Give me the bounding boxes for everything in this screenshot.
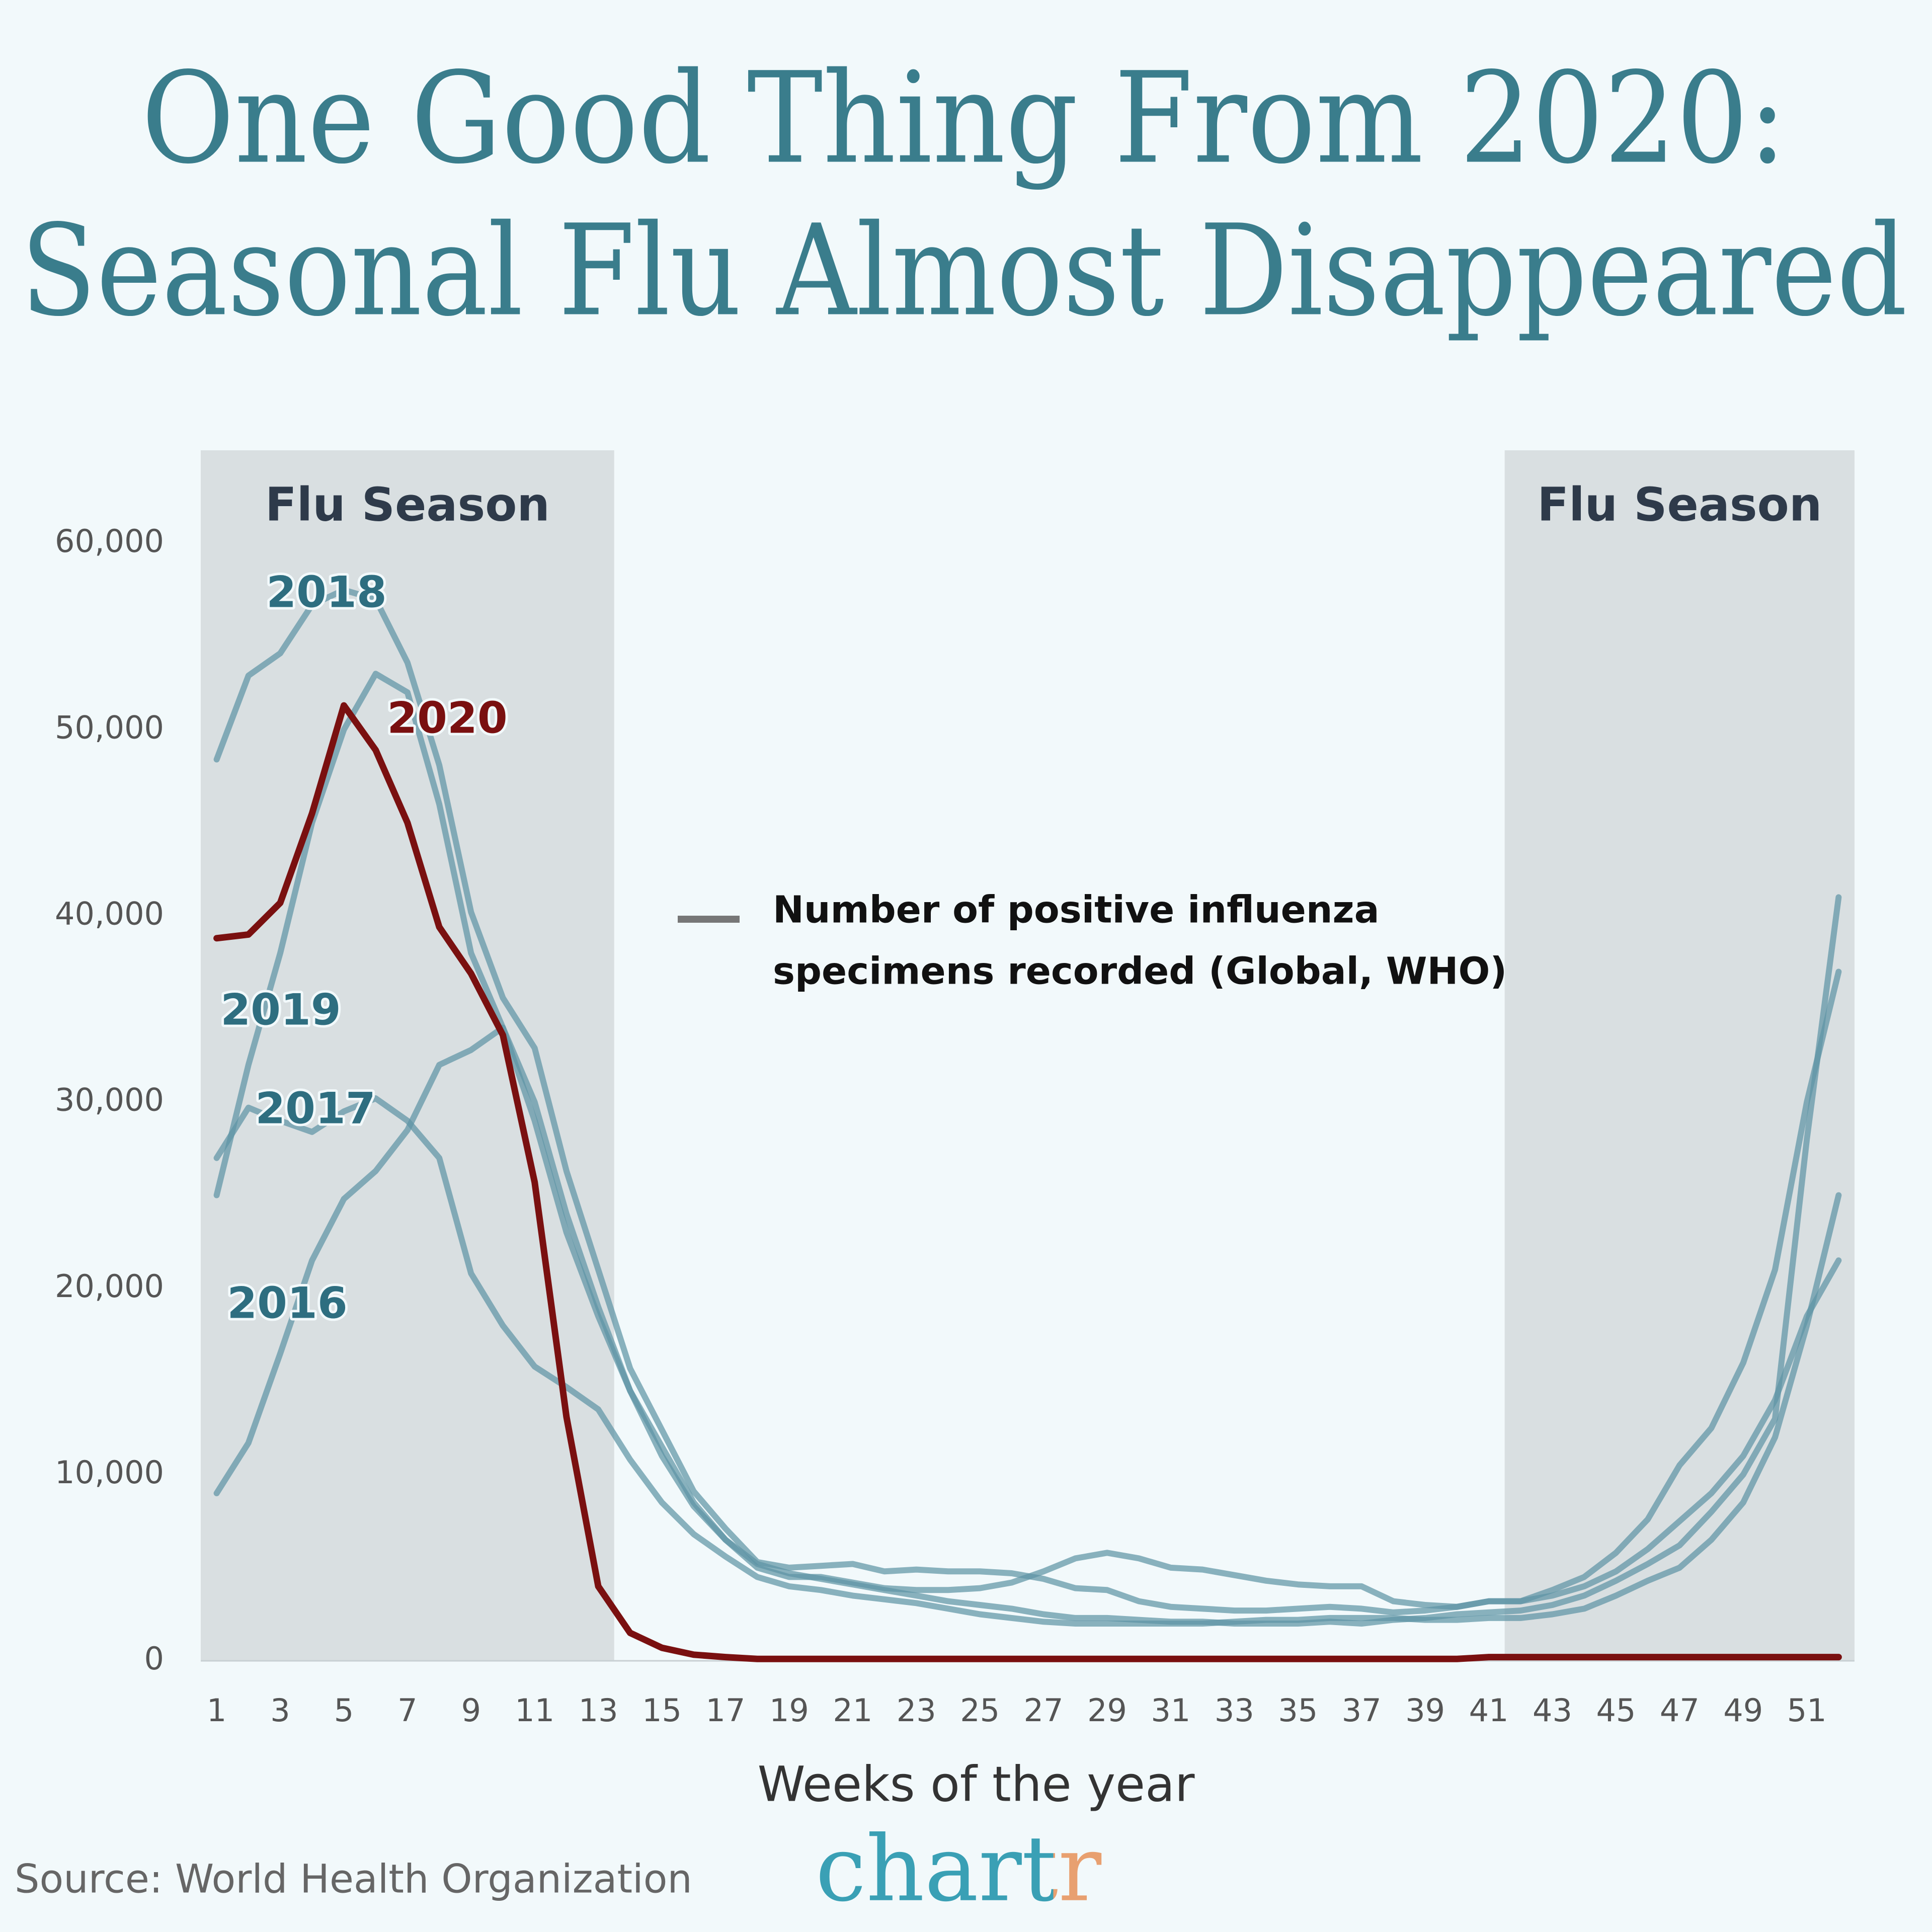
series-line bbox=[213, 587, 1842, 1616]
x-tick-label: 15 bbox=[642, 1692, 682, 1729]
y-tick-label: 0 bbox=[144, 1640, 164, 1677]
x-tick-label: 29 bbox=[1087, 1692, 1127, 1729]
y-tick-label: 50,000 bbox=[55, 709, 164, 746]
x-tick-label: 43 bbox=[1533, 1692, 1572, 1729]
flu-season-label: Flu Season bbox=[265, 477, 550, 531]
series-line bbox=[213, 1095, 1842, 1627]
y-tick-label: 60,000 bbox=[55, 523, 164, 559]
series-label: 2020 bbox=[387, 693, 507, 743]
y-tick-label: 40,000 bbox=[55, 895, 164, 932]
y-tick-label: 20,000 bbox=[55, 1268, 164, 1305]
x-tick-label: 11 bbox=[515, 1692, 554, 1729]
x-tick-label: 17 bbox=[706, 1692, 746, 1729]
x-tick-label: 49 bbox=[1723, 1692, 1763, 1729]
x-tick-label: 35 bbox=[1278, 1692, 1318, 1729]
y-tick-label: 10,000 bbox=[55, 1454, 164, 1491]
x-tick-label: 9 bbox=[461, 1692, 481, 1729]
x-tick-label: 19 bbox=[769, 1692, 809, 1729]
series-label: 2017 bbox=[255, 1083, 375, 1134]
x-tick-label: 25 bbox=[960, 1692, 1000, 1729]
x-tick-label: 5 bbox=[334, 1692, 354, 1729]
source-note: Source: World Health Organization bbox=[15, 1857, 692, 1902]
x-tick-label: 1 bbox=[207, 1692, 226, 1729]
flu-season-band bbox=[201, 450, 614, 1661]
x-axis-title: Weeks of the year bbox=[758, 1756, 1195, 1812]
chart-title: One Good Thing From 2020: bbox=[141, 45, 1787, 192]
x-tick-label: 47 bbox=[1660, 1692, 1700, 1729]
x-tick-label: 39 bbox=[1405, 1692, 1445, 1729]
x-tick-label: 37 bbox=[1342, 1692, 1382, 1729]
x-tick-label: 33 bbox=[1215, 1692, 1254, 1729]
x-tick-label: 45 bbox=[1596, 1692, 1636, 1729]
series-label: 2016 bbox=[227, 1278, 347, 1328]
x-tick-label: 7 bbox=[397, 1692, 417, 1729]
chart-title: Seasonal Flu Almost Disappeared bbox=[21, 198, 1907, 344]
brand-logo: chartr bbox=[816, 1817, 1102, 1922]
x-tick-label: 27 bbox=[1024, 1692, 1064, 1729]
x-tick-label: 21 bbox=[833, 1692, 872, 1729]
x-tick-label: 13 bbox=[579, 1692, 618, 1729]
y-tick-label: 30,000 bbox=[55, 1082, 164, 1118]
series-line bbox=[213, 702, 1842, 1662]
x-tick-label: 3 bbox=[270, 1692, 290, 1729]
x-tick-label: 41 bbox=[1469, 1692, 1509, 1729]
x-tick-label: 23 bbox=[897, 1692, 936, 1729]
x-tick-label: 31 bbox=[1151, 1692, 1190, 1729]
legend-label: Number of positive influenza bbox=[773, 889, 1380, 932]
plot-area: Flu Season Flu Season 0 10,000 20,000 30,000 4… bbox=[55, 450, 1855, 1729]
legend-label: specimens recorded (Global, WHO) bbox=[773, 950, 1507, 993]
flu-season-label: Flu Season bbox=[1537, 477, 1822, 531]
flu-season-band bbox=[1504, 450, 1855, 1661]
series-label: 2019 bbox=[220, 985, 341, 1035]
series-label: 2018 bbox=[266, 567, 386, 617]
x-tick-label: 51 bbox=[1787, 1692, 1827, 1729]
series-line bbox=[213, 671, 1842, 1627]
